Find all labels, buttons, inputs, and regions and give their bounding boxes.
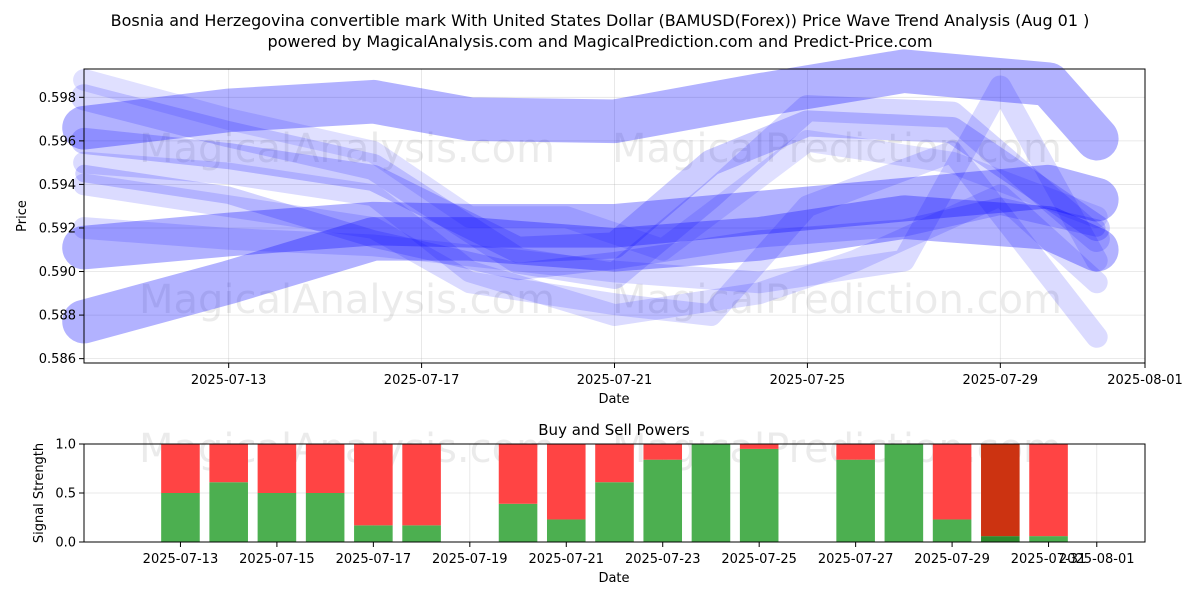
- chart-title-line2: powered by MagicalAnalysis.com and Magic…: [267, 32, 932, 51]
- sell-power-bar: [161, 444, 200, 493]
- sell-power-bar: [498, 444, 538, 504]
- chart-title-line1: Bosnia and Herzegovina convertible mark …: [111, 11, 1090, 30]
- top-x-axis-ticks: 2025-07-13 2025-07-17 2025-07-21 2025-07-25…: [191, 363, 1183, 388]
- bottom-x-tick-label: 2025-07-21: [528, 552, 604, 567]
- top-y-tick-label: 0.592: [39, 221, 76, 236]
- buy-power-bar: [161, 493, 200, 542]
- price-wave-plot: MagicalAnalysis.com MagicalPrediction.co…: [15, 49, 1183, 407]
- buy-power-bar: [884, 444, 924, 542]
- sell-power-bar: [257, 444, 297, 493]
- top-y-tick-label: 0.586: [39, 352, 76, 367]
- price-wave-band: [62, 164, 1119, 270]
- buy-power-bar: [981, 536, 1020, 542]
- sell-power-bar: [402, 444, 441, 526]
- top-y-tick-label: 0.588: [39, 309, 76, 324]
- buy-power-bar: [595, 482, 634, 542]
- bottom-y-axis-ticks: 0.0 0.5 1.0: [55, 438, 84, 551]
- price-wave-band: [70, 84, 1110, 289]
- top-y-axis-ticks: 0.586 0.588 0.590 0.592 0.594 0.596 0.598: [39, 91, 84, 367]
- bottom-plot-title: Buy and Sell Powers: [538, 421, 690, 439]
- bottom-x-tick-label: 2025-07-19: [432, 552, 508, 567]
- buy-power-bar: [257, 493, 297, 542]
- sell-power-bar: [595, 444, 634, 483]
- sell-power-bar: [836, 444, 875, 460]
- sell-power-bar: [739, 444, 779, 449]
- top-y-tick-label: 0.596: [39, 134, 76, 149]
- buy-sell-bars: [161, 444, 1068, 542]
- bottom-y-axis-label: Signal Strength: [32, 443, 47, 543]
- top-x-tick-label: 2025-08-01: [1107, 373, 1183, 388]
- price-wave-band: [62, 49, 1119, 161]
- bottom-x-tick-label: 2025-07-15: [239, 552, 315, 567]
- sell-power-bar: [1029, 444, 1068, 537]
- watermark-text: MagicalAnalysis.com: [139, 126, 555, 172]
- watermark-text: MagicalPrediction.com: [612, 126, 1062, 172]
- price-wave-band: [73, 75, 1108, 294]
- price-wave-bands: [62, 49, 1119, 348]
- bottom-y-tick-label: 0.0: [55, 536, 76, 551]
- bottom-x-tick-label: 2025-07-27: [818, 552, 894, 567]
- top-plot-background: [84, 69, 1145, 363]
- watermark-text: MagicalPrediction.com: [612, 277, 1062, 323]
- top-y-tick-label: 0.598: [39, 91, 76, 106]
- watermark-text: MagicalAnalysis.com: [139, 277, 555, 323]
- top-plot-grid: [84, 69, 1146, 363]
- buy-power-bar: [209, 482, 248, 542]
- price-wave-band: [70, 110, 1110, 263]
- buy-power-bar: [836, 459, 875, 542]
- sell-power-bar: [305, 444, 345, 493]
- top-x-tick-label: 2025-07-29: [963, 373, 1039, 388]
- price-wave-band: [73, 151, 1108, 326]
- sell-power-bar: [981, 444, 1020, 537]
- top-y-tick-label: 0.594: [39, 178, 76, 193]
- watermark-text: MagicalAnalysis.com: [139, 426, 555, 472]
- top-x-tick-label: 2025-07-17: [384, 373, 460, 388]
- bottom-x-tick-label: 2025-07-25: [721, 552, 797, 567]
- top-plot-watermarks: MagicalAnalysis.com MagicalPrediction.co…: [139, 126, 1062, 323]
- sell-power-bar: [354, 444, 393, 526]
- buy-power-bar: [498, 503, 538, 542]
- buy-power-bar: [546, 519, 586, 542]
- buy-power-bar: [739, 448, 779, 542]
- bottom-x-tick-label: 2025-07-23: [625, 552, 701, 567]
- bottom-x-tick-label: 2025-07-31: [1011, 552, 1087, 567]
- sell-power-bar: [932, 444, 972, 520]
- buy-power-bar: [691, 444, 731, 542]
- top-x-tick-label: 2025-07-21: [577, 373, 653, 388]
- bottom-x-tick-label: 2025-07-29: [914, 552, 990, 567]
- bottom-x-axis-label: Date: [598, 571, 629, 586]
- buy-power-bar: [402, 525, 441, 542]
- sell-power-bar: [546, 444, 586, 520]
- sell-power-bar: [209, 444, 248, 483]
- bottom-y-tick-label: 0.5: [55, 487, 76, 502]
- buy-power-bar: [305, 493, 345, 542]
- top-x-tick-label: 2025-07-25: [770, 373, 846, 388]
- bottom-x-tick-label: 2025-07-17: [336, 552, 412, 567]
- top-y-tick-label: 0.590: [39, 265, 76, 280]
- buy-power-bar: [1029, 536, 1068, 542]
- top-x-axis-label: Date: [598, 392, 629, 407]
- top-y-axis-label: Price: [15, 200, 30, 232]
- price-wave-band: [62, 195, 1119, 344]
- buy-power-bar: [932, 519, 972, 542]
- buy-power-bar: [643, 459, 683, 542]
- sell-power-bar: [643, 444, 683, 460]
- bottom-y-tick-label: 1.0: [55, 438, 76, 453]
- top-x-tick-label: 2025-07-13: [191, 373, 267, 388]
- buy-sell-plot: Buy and Sell Powers MagicalAnalysis.com …: [32, 421, 1146, 586]
- bottom-x-tick-label: 2025-08-01: [1059, 552, 1135, 567]
- bottom-x-axis-ticks: 2025-07-13 2025-07-15 2025-07-17 2025-07-19…: [143, 542, 1135, 567]
- price-wave-band: [73, 140, 1108, 348]
- price-wave-band: [75, 164, 1106, 281]
- price-wave-band: [73, 69, 1108, 261]
- buy-power-bar: [354, 525, 393, 542]
- bottom-x-tick-label: 2025-07-13: [143, 552, 219, 567]
